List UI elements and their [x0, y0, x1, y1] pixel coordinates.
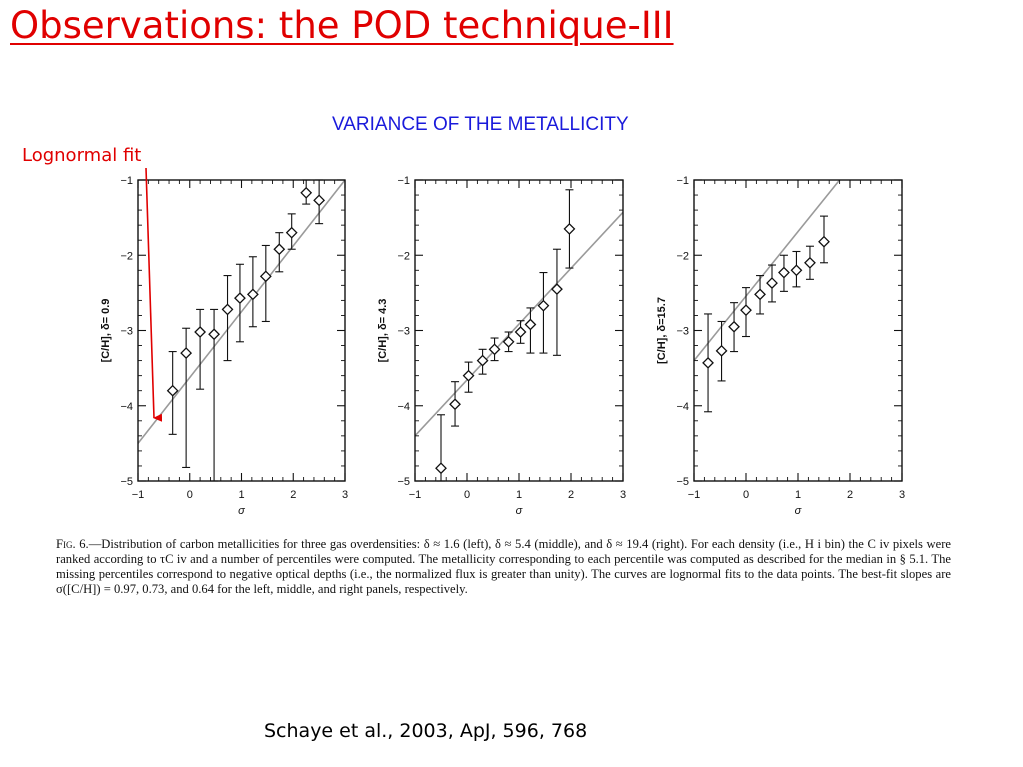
caption-label: Fig. 6. [56, 537, 89, 551]
data-point [462, 369, 475, 382]
data-point [778, 266, 790, 279]
lognormal-fit-label: Lognormal fit [22, 145, 142, 166]
x-tick-label: 3 [899, 489, 905, 501]
x-tick-label: 3 [342, 489, 348, 501]
data-point [728, 320, 740, 333]
data-point [300, 186, 313, 199]
data-point [502, 335, 515, 348]
y-axis-label: [C/H], δ=15.7 [656, 297, 668, 364]
x-tick-label: 1 [238, 489, 244, 501]
data-point [285, 226, 298, 239]
x-tick-label: 1 [516, 489, 522, 501]
chart-panel-left: −1 0 1 2 3 −1 −2 −3 −4 −5 σ [C/H], δ= 0.9 [100, 175, 348, 517]
chart-panel-right: −1 0 1 2 3 −1 −2 −3 −4 −5 σ [C/H], δ=15.7 [656, 175, 905, 517]
data-point [246, 288, 259, 301]
lognormal-fit-line [414, 211, 624, 437]
data-point [435, 462, 447, 475]
x-tick-label: 2 [290, 489, 296, 501]
y-tick-label: −3 [120, 326, 133, 338]
annotation-arrow [145, 167, 163, 422]
data-point [313, 194, 326, 207]
citation: Schaye et al., 2003, ApJ, 596, 768 [264, 720, 588, 742]
y-tick-label: −2 [676, 250, 689, 262]
plot-frame [693, 179, 903, 482]
x-axis-label: σ [516, 505, 523, 517]
slide-title: Observations: the POD technique-III [10, 4, 674, 47]
data-point [259, 270, 272, 283]
data-point [476, 354, 489, 367]
data-point [790, 264, 803, 277]
data-point [194, 326, 207, 338]
y-tick-label: −1 [676, 175, 689, 187]
data-point [537, 299, 550, 312]
slide-subtitle: VARIANCE OF THE METALLICITY [332, 114, 629, 135]
data-point [221, 303, 234, 316]
x-axis-label: σ [795, 505, 802, 517]
y-axis-label: [C/H], δ= 4.3 [377, 299, 389, 363]
data-point [551, 283, 563, 296]
caption-text: —Distribution of carbon metallicities fo… [56, 537, 951, 596]
y-tick-label: −5 [397, 476, 410, 488]
lognormal-fit-line [137, 179, 346, 444]
x-tick-label: 0 [464, 489, 470, 501]
x-tick-label: 2 [847, 489, 853, 501]
y-tick-label: −5 [676, 476, 689, 488]
data-point [754, 288, 766, 301]
y-tick-label: −1 [120, 175, 133, 187]
data-point [273, 243, 286, 256]
x-tick-label: −1 [132, 489, 145, 501]
x-tick-label: −1 [688, 489, 701, 501]
data-point [449, 398, 461, 411]
x-tick-label: 0 [187, 489, 193, 501]
figure-caption: Fig. 6.—Distribution of carbon metallici… [56, 537, 951, 597]
data-point [166, 384, 179, 397]
y-tick-label: −4 [120, 401, 133, 413]
plot-frame [137, 179, 346, 482]
data-point [524, 318, 537, 331]
y-tick-label: −2 [120, 250, 133, 262]
x-tick-label: 3 [620, 489, 626, 501]
data-point [804, 256, 816, 269]
data-point [208, 328, 220, 341]
x-tick-label: −1 [409, 489, 422, 501]
data-point [234, 292, 246, 305]
y-tick-label: −1 [397, 175, 410, 187]
data-point [563, 222, 576, 235]
x-tick-label: 0 [743, 489, 749, 501]
x-tick-label: 1 [795, 489, 801, 501]
y-tick-label: −5 [120, 476, 133, 488]
chart-panel-middle: −1 0 1 2 3 −1 −2 −3 −4 −5 σ [C/H], δ= 4.3 [377, 175, 626, 517]
x-axis-label: σ [238, 505, 245, 517]
lognormal-fit-line [693, 179, 841, 362]
data-point [702, 356, 714, 369]
y-tick-label: −4 [397, 401, 410, 413]
data-point [766, 277, 778, 290]
data-point [180, 347, 193, 359]
y-tick-label: −3 [397, 326, 410, 338]
data-point [514, 326, 527, 338]
y-tick-label: −2 [397, 250, 410, 262]
y-axis-label: [C/H], δ= 0.9 [100, 299, 112, 363]
data-point [818, 235, 830, 248]
x-tick-label: 2 [568, 489, 574, 501]
data-point [715, 344, 728, 357]
y-tick-label: −4 [676, 401, 689, 413]
y-tick-label: −3 [676, 326, 689, 338]
data-point [488, 343, 501, 356]
data-point [740, 304, 752, 317]
